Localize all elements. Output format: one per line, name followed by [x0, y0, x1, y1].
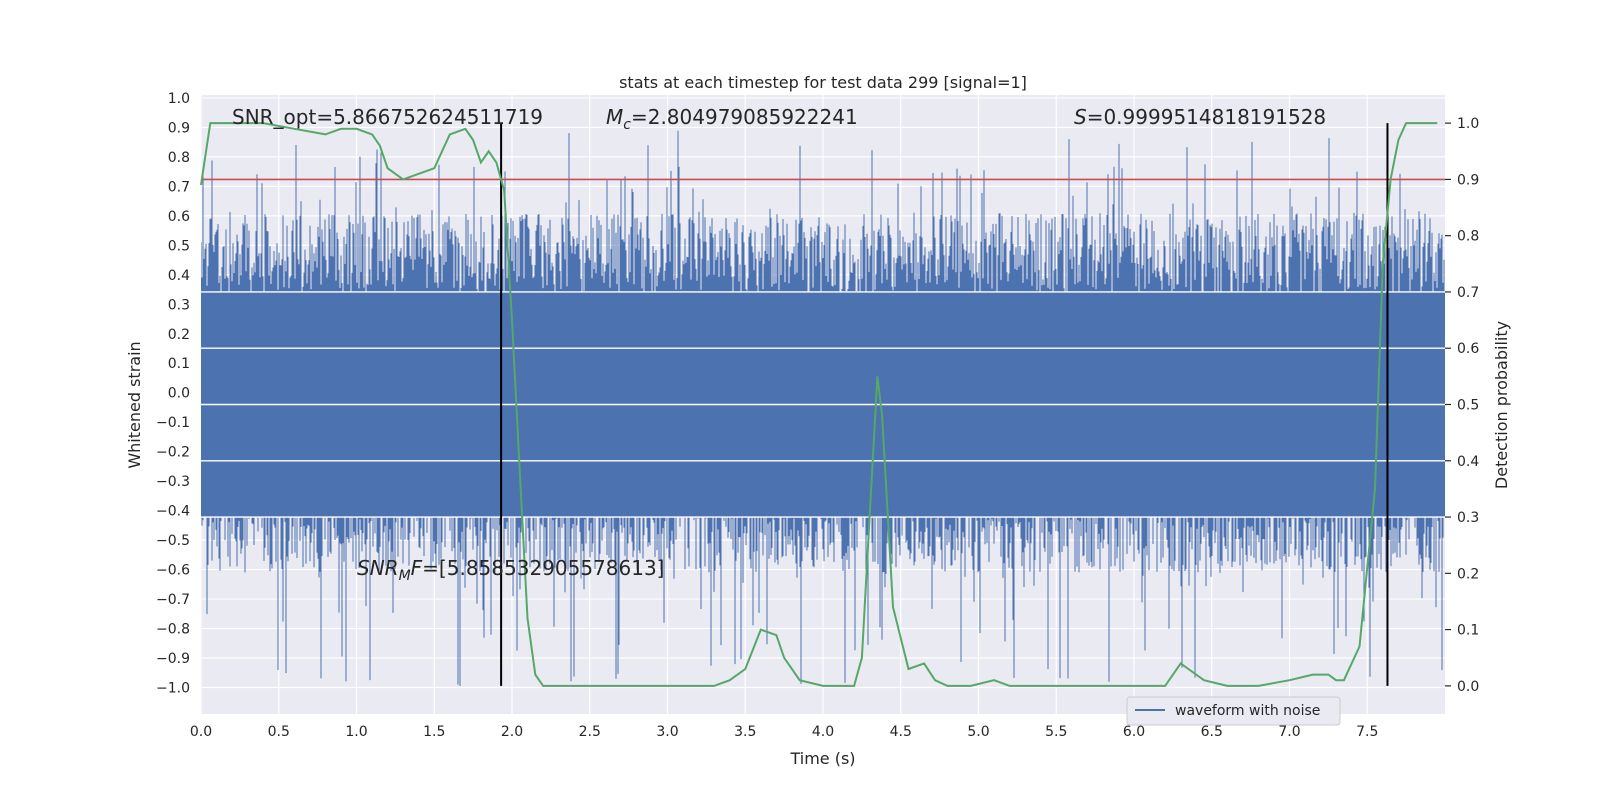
- left-tick-label: 0.6: [168, 209, 190, 225]
- x-tick-label: 6.5: [1201, 724, 1223, 740]
- left-tick-label: −0.8: [156, 622, 190, 638]
- right-axis-label: Detection probability: [1492, 321, 1511, 489]
- left-tick-label: 0.8: [168, 150, 190, 166]
- x-axis-label: Time (s): [789, 749, 855, 768]
- snr-mf-annotation: SNRMF=[5.858532905578613]: [357, 556, 665, 584]
- probability-series: [200, 122, 1438, 687]
- mc-annotation: Mc=2.804979085922241: [606, 105, 858, 133]
- right-tick-label: 1.0: [1457, 116, 1479, 132]
- left-tick-label: 0.1: [168, 356, 190, 372]
- right-tick-label: 0.2: [1457, 566, 1479, 582]
- x-tick-label: 0.0: [190, 724, 212, 740]
- x-tick-label: 7.0: [1278, 724, 1300, 740]
- x-tick-label: 4.0: [812, 724, 834, 740]
- left-axis-label: Whitened strain: [125, 341, 144, 468]
- right-tick-label: 0.1: [1457, 623, 1479, 639]
- x-tick-label: 6.0: [1123, 724, 1145, 740]
- left-tick-label: −0.1: [156, 415, 190, 431]
- left-tick-label: 0.0: [168, 386, 190, 402]
- left-tick-label: −0.9: [156, 651, 190, 667]
- left-tick-label: −0.2: [156, 445, 190, 461]
- x-tick-label: 7.5: [1356, 724, 1378, 740]
- x-tick-label: 3.0: [656, 724, 678, 740]
- x-tick-label: 0.5: [268, 724, 290, 740]
- right-tick-label: 0.3: [1457, 510, 1479, 526]
- x-tick-label: 5.0: [967, 724, 989, 740]
- right-tick-label: 0.5: [1457, 398, 1479, 414]
- right-tick-label: 0.7: [1457, 285, 1479, 301]
- legend: waveform with noise: [1126, 696, 1341, 726]
- left-tick-label: 0.9: [168, 120, 190, 136]
- x-tick-label: 5.5: [1045, 724, 1067, 740]
- right-tick-label: 0.6: [1457, 341, 1479, 357]
- left-tick-label: 1.0: [168, 91, 190, 107]
- right-tick-label: 0.8: [1457, 229, 1479, 245]
- left-tick-label: −0.5: [156, 533, 190, 549]
- mc-value: =2.804979085922241: [631, 105, 858, 129]
- snr-mf-symbol: SNR: [357, 556, 399, 580]
- s-symbol: S: [1074, 105, 1087, 129]
- snr-mf-value: =[5.858532905578613]: [422, 556, 664, 580]
- right-tick-label: 0.0: [1457, 679, 1479, 695]
- left-tick-label: −0.4: [156, 504, 190, 520]
- x-tick-label: 4.5: [890, 724, 912, 740]
- mc-symbol: M: [606, 105, 623, 129]
- right-axis-ticks: 1.0 0.9 0.8 0.7 0.6 0.5 0.4 0.3 0.2 0.1 0.0: [1445, 116, 1479, 695]
- s-value: =0.9999514818191528: [1087, 105, 1326, 129]
- left-tick-label: 0.2: [168, 327, 190, 343]
- legend-box: [1126, 696, 1341, 726]
- snr-opt-annotation: SNR_opt=5.866752624511719: [232, 105, 543, 129]
- x-tick-label: 2.5: [579, 724, 601, 740]
- left-tick-label: −0.7: [156, 592, 190, 608]
- left-tick-label: 0.4: [168, 268, 190, 284]
- left-tick-label: 0.3: [168, 297, 190, 313]
- mc-subscript: c: [623, 117, 631, 133]
- probability-line: [200, 122, 1438, 687]
- snr-mf-f: F: [411, 556, 423, 580]
- strain-series: [201, 130, 1445, 686]
- left-tick-label: −0.3: [156, 474, 190, 490]
- left-tick-label: 0.5: [168, 238, 190, 254]
- left-tick-label: −1.0: [156, 680, 190, 696]
- x-tick-label: 3.5: [734, 724, 756, 740]
- right-tick-label: 0.4: [1457, 454, 1479, 470]
- x-tick-label: 1.0: [345, 724, 367, 740]
- s-annotation: S=0.9999514818191528: [1074, 105, 1326, 129]
- x-tick-label: 1.5: [423, 724, 445, 740]
- left-tick-label: −0.6: [156, 563, 190, 579]
- x-axis-ticks: 0.0 0.5 1.0 1.5 2.0 2.5 3.0 3.5 4.0 4.5 5.0 5.5 6.0 6…: [190, 724, 1379, 740]
- left-axis-ticks: 1.0 0.9 0.8 0.7 0.6 0.5 0.4 0.3 0.2 0.1 0.0 −0.1 −0.…: [156, 91, 190, 697]
- right-tick-label: 0.9: [1457, 172, 1479, 188]
- x-tick-label: 2.0: [501, 724, 523, 740]
- snr-mf-subscript: M: [399, 568, 411, 584]
- chart-title: stats at each timestep for test data 299…: [619, 73, 1027, 92]
- legend-label: waveform with noise: [1175, 703, 1320, 719]
- left-tick-label: 0.7: [168, 179, 190, 195]
